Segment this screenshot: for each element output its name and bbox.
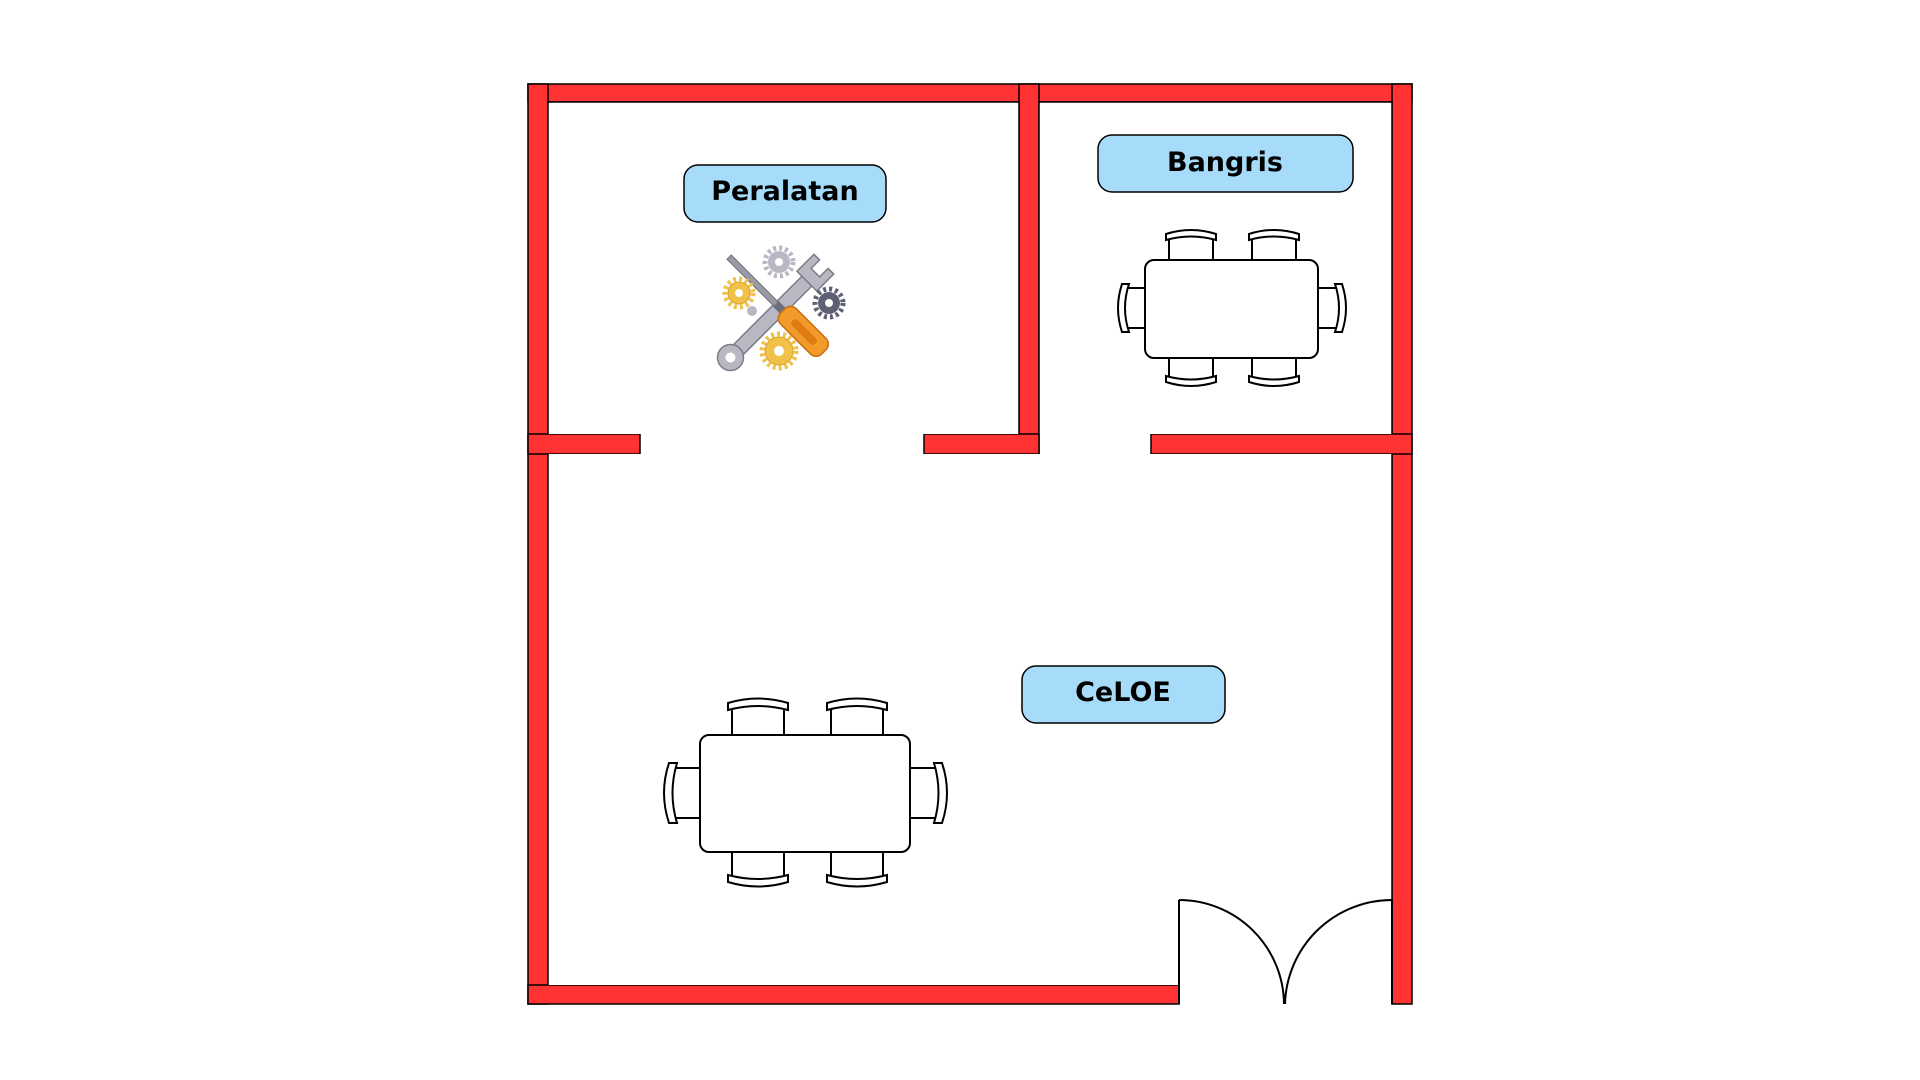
chair xyxy=(826,697,888,738)
chair xyxy=(826,847,888,888)
chair xyxy=(727,847,789,888)
chair xyxy=(1315,283,1347,333)
label-celoe-text: CeLOE xyxy=(1075,677,1171,708)
chair xyxy=(1248,355,1300,387)
chair xyxy=(663,762,706,824)
label-bangris-text: Bangris xyxy=(1167,147,1283,178)
wall-bottom xyxy=(527,984,1180,1005)
wall-divider-vertical xyxy=(1018,83,1040,455)
wall-peralatan-left-segment xyxy=(527,433,641,455)
table-celoe xyxy=(663,697,948,888)
chair xyxy=(1165,229,1217,263)
tools-icon xyxy=(716,245,846,372)
label-peralatan-text: Peralatan xyxy=(711,176,858,207)
table-top xyxy=(699,734,911,853)
chair xyxy=(1117,283,1149,333)
wall-top xyxy=(527,83,1413,103)
label-bangris: Bangris xyxy=(1097,134,1354,193)
wall-right xyxy=(1391,83,1413,1005)
table-top xyxy=(1144,259,1319,359)
chair xyxy=(727,697,789,738)
chair xyxy=(1248,229,1300,263)
chair xyxy=(905,762,948,824)
chair xyxy=(1165,355,1217,387)
label-celoe: CeLOE xyxy=(1021,665,1226,724)
wall-peralatan-right-segment xyxy=(923,433,1040,455)
table-bangris xyxy=(1117,229,1347,387)
double-door-icon[interactable] xyxy=(1178,899,1393,1005)
label-peralatan: Peralatan xyxy=(683,164,887,223)
wall-bangris-bottom-segment xyxy=(1150,433,1413,455)
wall-left xyxy=(527,83,549,1005)
